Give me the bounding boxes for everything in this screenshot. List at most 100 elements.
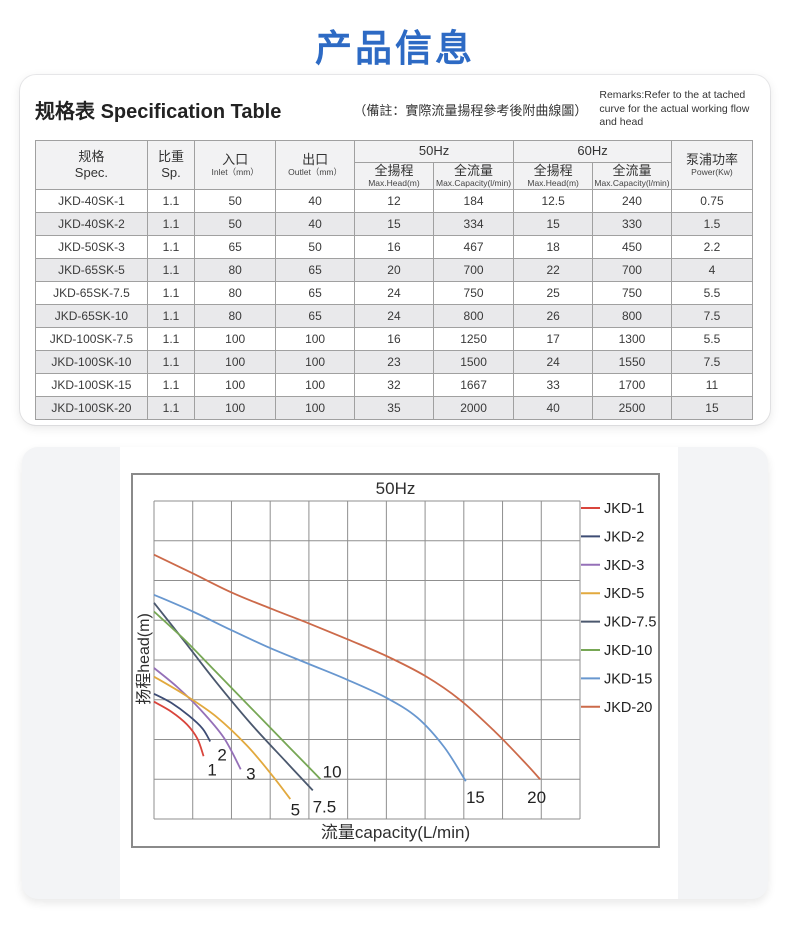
spec-value-cell: 1700 [592, 372, 672, 397]
spec-value-cell: 7.5 [670, 303, 754, 328]
spec-model-cell: JKD-40SK-2 [35, 211, 148, 236]
legend-label-JKD-10: JKD-10 [604, 643, 652, 659]
page-title: 产品信息 [315, 28, 475, 69]
legend-label-JKD-15: JKD-15 [604, 671, 652, 687]
spec-value-cell: 0.75 [670, 188, 754, 213]
curve-end-label-JKD-10: 10 [323, 762, 342, 781]
spec-value-cell: 1667 [432, 372, 515, 397]
spec-value-cell: 80 [194, 303, 277, 328]
curve-chart-card: 50Hz 1 2 3 5 7.5 10 15 20 JKD-1 JKD-2 JKD-3 JKD-5 JK… [22, 447, 768, 899]
spec-note: （備註：實際流量揚程參考後附曲線圖） [353, 102, 588, 118]
col-header-outlet-zh: 出口 [302, 152, 329, 168]
col-header-inlet-en: Inlet（mm） [211, 167, 259, 178]
spec-value-cell: 1.1 [146, 349, 196, 374]
spec-title-zh: 规格表 [35, 100, 95, 123]
y-axis-label: 扬程head(m) [136, 613, 153, 705]
spec-value-cell: 80 [194, 280, 277, 305]
spec-value-cell: 23 [354, 349, 434, 374]
spec-value-cell: 750 [432, 280, 515, 305]
spec-value-cell: 33 [513, 372, 594, 397]
pump-curve-chart: 12 3 5 7.5 10 15 20 JKD-1 JKD-2 JKD-3 JKD-5 JKD-7.5… [153, 500, 656, 820]
spec-model-cell: JKD-100SK-7.5 [35, 326, 148, 351]
table-row: JKD-100SK-10 1.1 100 100 23 1500 24 1550 7.5 [35, 349, 754, 374]
col-header-50hz-head-zh: 全揚程 [374, 163, 414, 179]
spec-value-cell: 100 [194, 395, 277, 420]
specification-table: 规格 Spec. 比重 Sp. 入口 Inlet（mm） 出口 Outlet（m… [35, 139, 754, 420]
spec-value-cell: 1.1 [146, 326, 196, 351]
spec-value-cell: 1.1 [146, 303, 196, 328]
spec-value-cell: 700 [432, 257, 515, 282]
spec-value-cell: 1250 [432, 326, 515, 351]
spec-value-cell: 15 [513, 211, 594, 236]
legend-label-JKD-3: JKD-3 [604, 558, 644, 574]
spec-value-cell: 184 [432, 188, 515, 213]
spec-value-cell: 2.2 [670, 234, 754, 259]
col-header-60hz-cap: 全流量 Max.Capacity(l/min) [592, 161, 672, 190]
spec-value-cell: 5.5 [670, 280, 754, 305]
spec-value-cell: 240 [592, 188, 672, 213]
spec-value-cell: 32 [354, 372, 434, 397]
col-header-power-zh: 泵浦功率 [685, 152, 738, 168]
spec-value-cell: 50 [194, 211, 277, 236]
spec-value-cell: 12 [354, 188, 434, 213]
spec-value-cell: 1.1 [146, 257, 196, 282]
spec-value-cell: 100 [194, 326, 277, 351]
spec-value-cell: 5.5 [670, 326, 754, 351]
table-row: JKD-100SK-7.5 1.1 100 100 16 1250 17 1300 5.5 [35, 326, 754, 351]
table-row: JKD-65SK-5 1.1 80 65 20 700 22 700 4 [35, 257, 754, 282]
chart-panel: 50Hz 1 2 3 5 7.5 10 15 20 JKD-1 JKD-2 JKD-3 JKD-5 JK… [120, 447, 678, 899]
curve-end-label-JKD-5: 5 [291, 800, 300, 819]
spec-value-cell: 800 [592, 303, 672, 328]
col-header-60hz: 60Hz [513, 139, 672, 163]
curve-end-label-JKD-7.5: 7.5 [313, 797, 337, 816]
curve-JKD-20 [153, 553, 541, 780]
curve-end-label-JKD-15: 15 [466, 788, 485, 807]
spec-title-en: Specification Table [100, 100, 282, 123]
spec-value-cell: 100 [275, 372, 356, 397]
spec-value-cell: 1300 [592, 326, 672, 351]
curve-JKD-1 [153, 700, 205, 757]
spec-value-cell: 330 [592, 211, 672, 236]
spec-value-cell: 100 [194, 349, 277, 374]
spec-card: 规格表 Specification Table （備註：實際流量揚程參考後附曲線… [20, 75, 770, 425]
spec-value-cell: 17 [513, 326, 594, 351]
col-header-60hz-cap-zh: 全流量 [612, 163, 652, 179]
curve-end-label-JKD-2: 2 [217, 746, 226, 765]
table-row: JKD-40SK-2 1.1 50 40 15 334 15 330 1.5 [35, 211, 754, 236]
col-header-50hz-head: 全揚程 Max.Head(m) [354, 161, 434, 190]
spec-value-cell: 2000 [432, 395, 515, 420]
table-row: JKD-65SK-10 1.1 80 65 24 800 26 800 7.5 [35, 303, 754, 328]
spec-model-cell: JKD-40SK-1 [35, 188, 148, 213]
spec-value-cell: 700 [592, 257, 672, 282]
col-header-sp-zh: 比重 [157, 149, 184, 165]
col-header-spec: 规格 Spec. [35, 139, 148, 190]
table-row: JKD-50SK-3 1.1 65 50 16 467 18 450 2.2 [35, 234, 754, 259]
spec-value-cell: 80 [194, 257, 277, 282]
spec-value-cell: 40 [275, 211, 356, 236]
spec-value-cell: 100 [275, 326, 356, 351]
spec-value-cell: 1500 [432, 349, 515, 374]
spec-table-title: 规格表 Specification Table [35, 95, 281, 124]
spec-model-cell: JKD-65SK-7.5 [35, 280, 148, 305]
spec-value-cell: 15 [354, 211, 434, 236]
col-header-sp: 比重 Sp. [146, 139, 196, 190]
spec-value-cell: 1.5 [670, 211, 754, 236]
spec-value-cell: 65 [194, 234, 277, 259]
spec-value-cell: 1550 [592, 349, 672, 374]
spec-value-cell: 18 [513, 234, 594, 259]
spec-value-cell: 50 [194, 188, 277, 213]
col-header-outlet-en: Outlet（mm） [288, 167, 343, 178]
curve-end-label-JKD-3: 3 [246, 764, 255, 783]
spec-value-cell: 65 [275, 280, 356, 305]
spec-model-cell: JKD-100SK-20 [35, 395, 148, 420]
spec-value-cell: 800 [432, 303, 515, 328]
curve-end-label-JKD-1: 1 [207, 760, 216, 779]
table-row: JKD-65SK-7.5 1.1 80 65 24 750 25 750 5.5 [35, 280, 754, 305]
col-header-sp-en: Sp. [161, 164, 181, 180]
spec-value-cell: 26 [513, 303, 594, 328]
spec-value-cell: 1.1 [146, 234, 196, 259]
chart-title: 50Hz [375, 479, 416, 498]
chart-box: 50Hz 1 2 3 5 7.5 10 15 20 JKD-1 JKD-2 JKD-3 JKD-5 JK… [131, 473, 660, 848]
spec-value-cell: 100 [194, 372, 277, 397]
x-axis-label: 流量capacity(L/min) [320, 823, 471, 842]
